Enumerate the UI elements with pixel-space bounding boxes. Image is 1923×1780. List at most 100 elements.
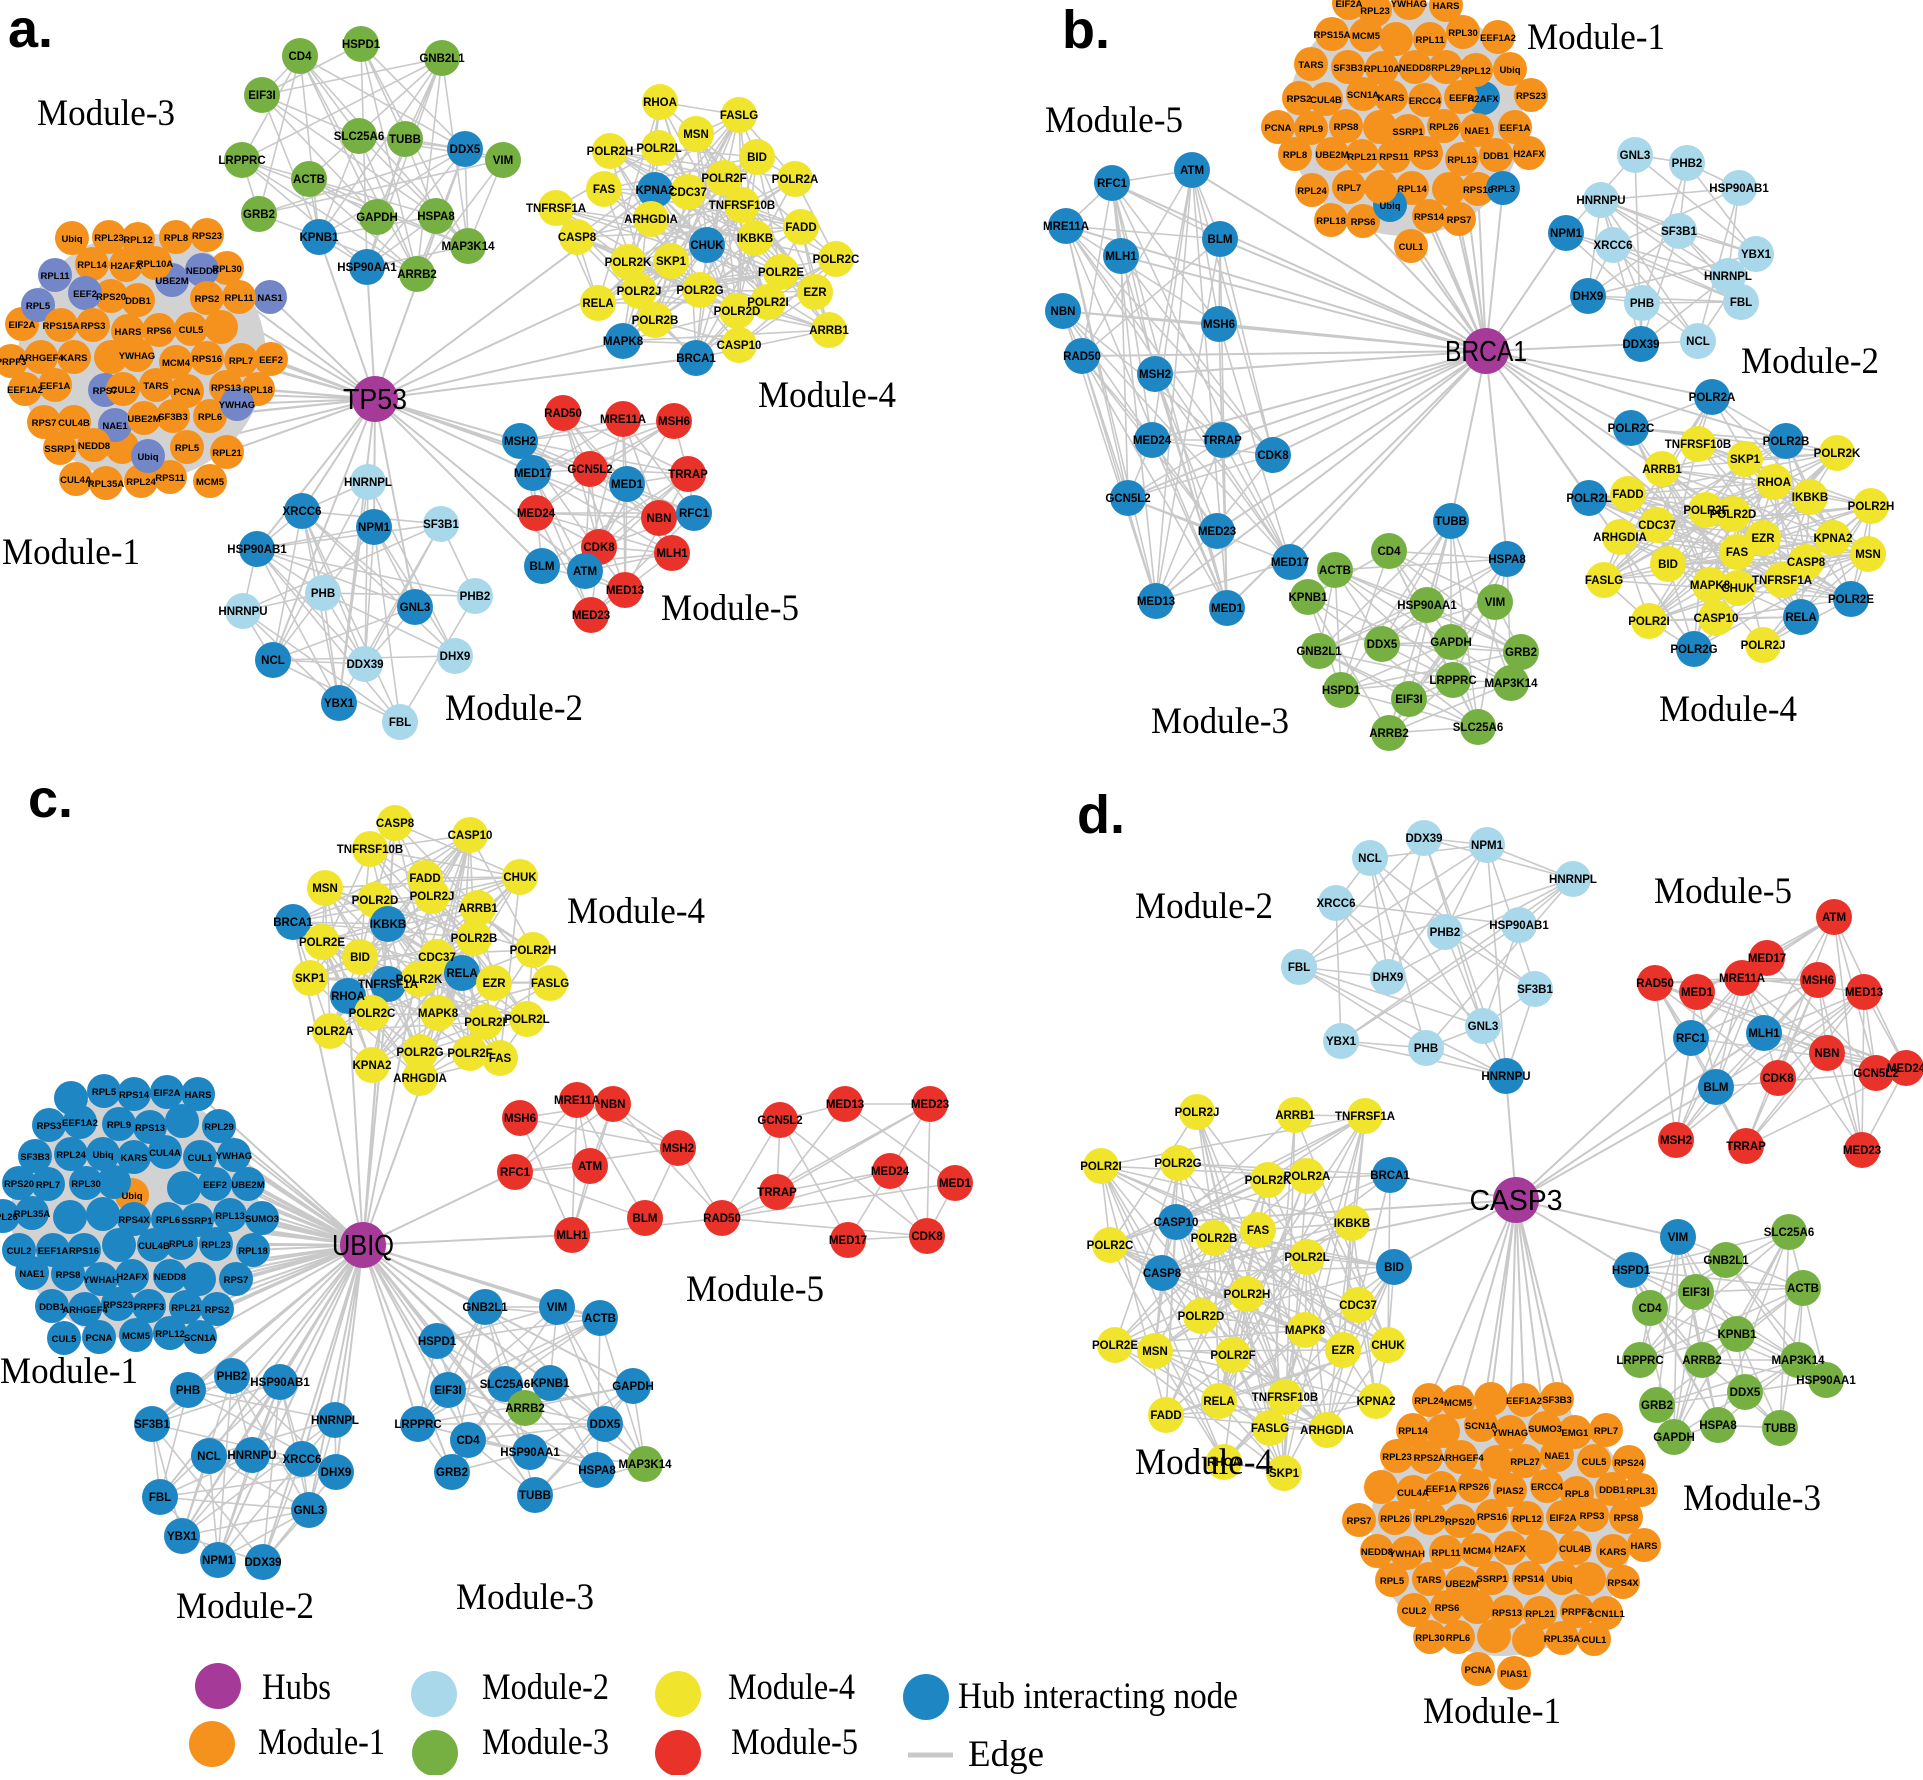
svg-text:ARRB1: ARRB1	[1275, 1110, 1315, 1122]
svg-text:RPL29: RPL29	[204, 1122, 234, 1133]
svg-text:ACTB: ACTB	[1787, 1283, 1819, 1295]
svg-text:MRE11A: MRE11A	[1719, 973, 1765, 985]
svg-text:POLR2A: POLR2A	[307, 1026, 354, 1038]
svg-text:POLR2H: POLR2H	[587, 146, 634, 158]
svg-text:TRRAP: TRRAP	[1202, 435, 1242, 447]
svg-text:POLR2F: POLR2F	[701, 173, 746, 185]
svg-text:GNB2L1: GNB2L1	[1296, 646, 1342, 658]
svg-text:RPS7: RPS7	[224, 1275, 249, 1286]
svg-text:RAD50: RAD50	[703, 1213, 741, 1225]
svg-text:FADD: FADD	[1612, 489, 1643, 501]
svg-text:LRPPRC: LRPPRC	[1616, 1355, 1663, 1367]
svg-text:RPS8: RPS8	[1614, 1513, 1639, 1524]
svg-text:MSN: MSN	[683, 129, 709, 141]
svg-text:YWHAG: YWHAG	[1391, 0, 1427, 10]
svg-text:EEF1A2: EEF1A2	[62, 1118, 98, 1129]
svg-text:CUL1: CUL1	[188, 1153, 214, 1164]
svg-text:POLR2B: POLR2B	[1191, 1233, 1238, 1245]
svg-text:RHOA: RHOA	[331, 991, 365, 1003]
svg-text:IKBKB: IKBKB	[737, 233, 773, 245]
svg-text:POLR2D: POLR2D	[714, 306, 761, 318]
svg-text:ARRB1: ARRB1	[1642, 464, 1682, 476]
svg-text:NCL: NCL	[197, 1451, 221, 1463]
svg-text:RPL21: RPL21	[1525, 1609, 1555, 1620]
svg-text:RPL9: RPL9	[1299, 124, 1323, 135]
svg-text:TUBB: TUBB	[1764, 1423, 1796, 1435]
svg-text:RPS24: RPS24	[1614, 1458, 1645, 1469]
svg-text:NCL: NCL	[1358, 853, 1382, 865]
svg-text:POLR2K: POLR2K	[396, 974, 443, 986]
svg-text:RPL5: RPL5	[26, 301, 51, 312]
svg-text:FAS: FAS	[1726, 547, 1749, 559]
svg-text:RPL35A: RPL35A	[1544, 1634, 1581, 1645]
svg-text:GNL3: GNL3	[400, 602, 431, 614]
svg-text:VIM: VIM	[547, 1302, 567, 1314]
svg-text:NAE1: NAE1	[1464, 126, 1490, 137]
svg-text:EEF2: EEF2	[1449, 93, 1473, 104]
svg-text:RPL12: RPL12	[1461, 66, 1491, 77]
svg-text:DDX5: DDX5	[450, 144, 481, 156]
svg-text:TRRAP: TRRAP	[1726, 1141, 1766, 1153]
svg-text:ARHGDIA: ARHGDIA	[393, 1073, 447, 1085]
svg-text:CD4: CD4	[288, 51, 312, 63]
svg-text:MED17: MED17	[1271, 557, 1309, 569]
svg-text:POLR2H: POLR2H	[510, 945, 557, 957]
svg-text:SUMO3: SUMO3	[1528, 1424, 1562, 1435]
svg-text:Module-3: Module-3	[456, 1577, 594, 1618]
svg-text:RAD50: RAD50	[1063, 351, 1101, 363]
svg-text:TNFRSF10B: TNFRSF10B	[709, 200, 775, 212]
svg-text:HSP90AA1: HSP90AA1	[337, 262, 397, 274]
svg-text:RPS7: RPS7	[1347, 1516, 1372, 1527]
svg-text:RPL23: RPL23	[1382, 1452, 1412, 1463]
svg-text:POLR2G: POLR2G	[1154, 1158, 1201, 1170]
svg-text:ARHGEF4: ARHGEF4	[62, 1305, 108, 1316]
svg-text:CUL4B: CUL4B	[1559, 1544, 1591, 1555]
svg-text:TNFRSF10B: TNFRSF10B	[1252, 1392, 1318, 1404]
svg-text:RPS13: RPS13	[211, 383, 241, 394]
svg-text:GNB2L1: GNB2L1	[462, 1302, 508, 1314]
svg-text:RPL24: RPL24	[126, 477, 156, 488]
svg-text:POLR2D: POLR2D	[1178, 1311, 1225, 1323]
svg-text:ARHGDIA: ARHGDIA	[1300, 1425, 1354, 1437]
svg-text:HSPA8: HSPA8	[417, 211, 455, 223]
svg-text:YWHAG: YWHAG	[216, 1151, 252, 1162]
svg-text:Ubiq: Ubiq	[1499, 65, 1520, 76]
svg-text:SF3B1: SF3B1	[1661, 226, 1697, 238]
svg-text:RPL30: RPL30	[212, 264, 242, 275]
svg-text:RPS20: RPS20	[4, 1179, 34, 1190]
svg-text:ACTB: ACTB	[1319, 565, 1351, 577]
svg-text:RPL14: RPL14	[1398, 1426, 1428, 1437]
svg-text:NBN: NBN	[647, 513, 672, 525]
svg-text:RPL23: RPL23	[94, 233, 124, 244]
svg-text:ARRB2: ARRB2	[397, 269, 437, 281]
svg-text:RPL13: RPL13	[215, 1211, 245, 1222]
svg-text:HNRNPU: HNRNPU	[1481, 1071, 1530, 1083]
svg-text:SUMO3: SUMO3	[245, 1214, 279, 1225]
svg-text:FASLG: FASLG	[1585, 575, 1623, 587]
svg-text:RFC1: RFC1	[1097, 178, 1128, 190]
svg-text:UBE2M: UBE2M	[155, 276, 188, 287]
svg-text:KPNB1: KPNB1	[300, 232, 340, 244]
svg-text:FADD: FADD	[1150, 1410, 1181, 1422]
svg-text:VIM: VIM	[493, 155, 513, 167]
svg-text:Module-5: Module-5	[686, 1269, 824, 1310]
svg-text:PHB2: PHB2	[460, 591, 491, 603]
svg-text:ATM: ATM	[1822, 912, 1846, 924]
svg-text:RPL5: RPL5	[175, 443, 200, 454]
svg-text:UBIQ: UBIQ	[332, 1230, 394, 1262]
svg-text:ATM: ATM	[1180, 165, 1204, 177]
svg-text:POLR2A: POLR2A	[1689, 392, 1736, 404]
svg-text:HARS: HARS	[1433, 1, 1460, 12]
svg-text:TNFRSF1A: TNFRSF1A	[526, 203, 586, 215]
svg-text:RPS15A: RPS15A	[43, 321, 80, 332]
svg-text:RPL23: RPL23	[1360, 6, 1390, 17]
svg-text:ERCC4: ERCC4	[1531, 1482, 1564, 1493]
svg-text:MSH2: MSH2	[1139, 369, 1171, 381]
svg-text:Ubiq: Ubiq	[1551, 1574, 1572, 1585]
svg-text:NEDD8: NEDD8	[78, 441, 110, 452]
svg-text:MSH6: MSH6	[504, 1113, 536, 1125]
svg-text:ARHGDIA: ARHGDIA	[1593, 532, 1647, 544]
svg-text:EZR: EZR	[1752, 533, 1776, 545]
svg-text:Module-4: Module-4	[1135, 1442, 1273, 1483]
svg-text:PHB: PHB	[1414, 1043, 1438, 1055]
